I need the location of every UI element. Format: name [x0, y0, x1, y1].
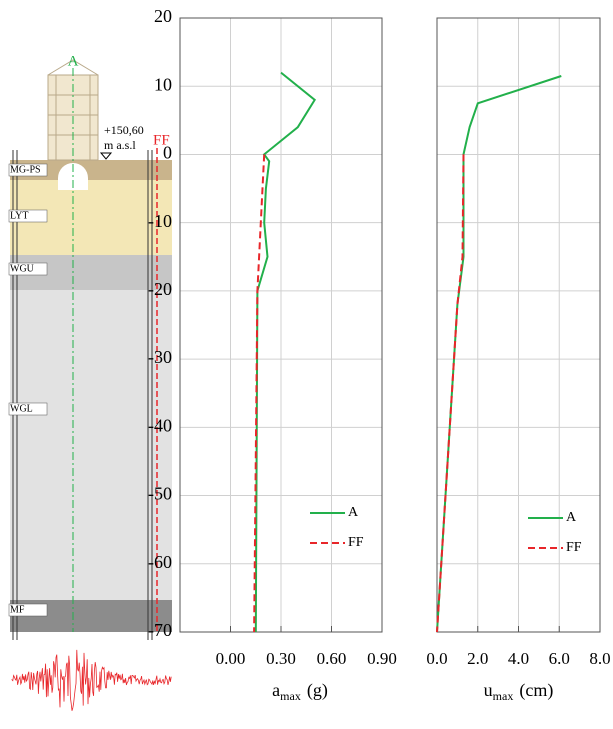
elevation-marker	[99, 152, 113, 160]
x-tick-label: 2.0	[467, 649, 488, 668]
input-motion	[11, 649, 172, 711]
x-tick-label: 0.30	[266, 649, 296, 668]
y-tick-label: -60	[148, 552, 172, 572]
layer-label: MG-PS	[10, 164, 41, 175]
data-line	[436, 154, 465, 633]
data-line	[254, 71, 317, 633]
x-tick-label: 0.60	[317, 649, 347, 668]
layer-label-box	[8, 209, 48, 223]
x-axis-label-part: a	[272, 680, 280, 700]
layer-label: MF	[10, 604, 25, 615]
x-axis-label-part: u	[484, 680, 493, 700]
layer-label: WGL	[10, 403, 33, 414]
layer-wgl	[10, 290, 172, 600]
x-tick-label: 8.0	[589, 649, 610, 668]
y-tick-label: -10	[148, 211, 172, 231]
x-tick-label: 0.0	[426, 649, 447, 668]
layer-label: WGU	[10, 263, 35, 274]
elevation-unit: m a.s.l	[104, 138, 136, 152]
x-tick-label: 6.0	[549, 649, 570, 668]
x-axis-label: amax (g)	[272, 680, 328, 703]
legend-label: FF	[566, 540, 582, 555]
x-axis-label-part: (cm)	[519, 680, 553, 701]
elevation: +150,60	[104, 123, 144, 137]
plot-frame	[179, 17, 383, 633]
y-tick-label: -20	[148, 279, 172, 299]
y-tick-label: 20	[154, 6, 172, 26]
x-axis-label: umax (cm)	[484, 680, 554, 703]
layer-label: LYT	[10, 210, 28, 221]
y-tick-label: 0	[163, 143, 172, 163]
y-tick-label: -50	[148, 484, 172, 504]
layer-mgps	[10, 160, 172, 180]
model-boundary	[12, 150, 153, 640]
y-tick-label: -70	[148, 620, 172, 640]
layer-label-box	[8, 163, 48, 177]
legend-label: FF	[348, 535, 364, 550]
ff-label: FF	[153, 132, 170, 148]
y-tick-label: 10	[154, 74, 172, 94]
x-axis-label-part: (g)	[307, 680, 328, 701]
layer-label-box	[8, 262, 48, 276]
y-tick-label: -40	[148, 415, 172, 435]
layer-label-box	[8, 603, 48, 617]
x-tick-label: 0.90	[367, 649, 397, 668]
axis-label: A	[68, 53, 79, 69]
legend-label: A	[348, 505, 359, 520]
x-axis-label-part: max	[280, 689, 301, 703]
schematic: A FF +150,60 m a.s.l MG-PS LYT WGU WGL MF	[8, 53, 172, 711]
x-axis-label-part: max	[493, 689, 514, 703]
layer-labels: MG-PS LYT WGU WGL MF	[8, 163, 48, 617]
layer-label-box	[8, 402, 48, 416]
legend-label: A	[566, 510, 577, 525]
panel: -70 -60 -50 -40 -30 -20 -10 0 10 20 0.00 0.30 0.60 0.…	[148, 6, 397, 703]
data-line	[253, 154, 266, 633]
panel: 0.0 2.0 4.0 6.0 8.0 umax (cm) A FF	[426, 17, 611, 703]
y-tick-label: -30	[148, 347, 172, 367]
plot-frame	[436, 17, 601, 633]
x-tick-label: 4.0	[508, 649, 529, 668]
x-tick-label: 0.00	[216, 649, 246, 668]
